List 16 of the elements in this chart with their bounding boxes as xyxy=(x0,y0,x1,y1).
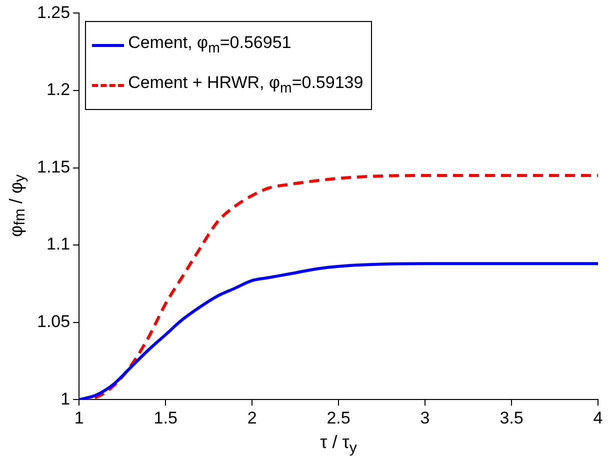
x-tick-label: 1 xyxy=(74,408,84,428)
y-tick-label: 1.2 xyxy=(46,80,70,100)
y-tick-label: 1.15 xyxy=(36,157,70,176)
y-tick-label: 1.1 xyxy=(46,234,70,254)
x-tick-label: 2 xyxy=(247,408,257,428)
y-tick-label: 1 xyxy=(60,389,70,408)
x-tick-label: 3.5 xyxy=(500,408,524,428)
x-tick-label: 3 xyxy=(420,408,430,428)
y-tick-label: 1.05 xyxy=(36,312,70,332)
legend-label: Cement + HRWR, φ$_{m}$=0.59139 xyxy=(128,72,364,98)
x-axis-title: τ / τ$_{y}$ xyxy=(319,432,358,457)
x-tick-label: 4 xyxy=(593,408,603,428)
legend-label: Cement, φ$_{m}$=0.56951 xyxy=(128,32,292,59)
y-tick-label: 1.25 xyxy=(36,2,70,22)
x-tick-label: 2.5 xyxy=(326,408,350,428)
x-tick-label: 1.5 xyxy=(154,408,178,428)
